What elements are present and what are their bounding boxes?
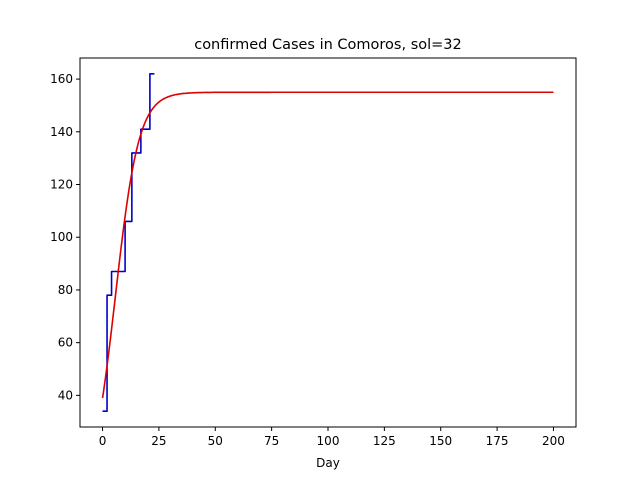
y-tick-label: 40 [58,388,73,402]
y-tick-label: 140 [50,125,73,139]
x-axis: 0 25 50 75 100 125 150 175 200 [99,427,565,448]
x-tick-label: 200 [542,434,565,448]
x-tick-label: 175 [486,434,509,448]
x-tick-label: 100 [317,434,340,448]
y-tick-label: 60 [58,336,73,350]
x-tick-label: 50 [208,434,223,448]
y-tick-label: 160 [50,72,73,86]
chart-title: confirmed Cases in Comoros, sol=32 [194,37,462,53]
x-tick-label: 25 [151,434,166,448]
x-tick-label: 0 [99,434,107,448]
plot-area [101,73,554,412]
y-tick-label: 80 [58,283,73,297]
series-line-observed [102,73,155,412]
series-line-fit [101,91,554,399]
y-tick-label: 120 [50,178,73,192]
y-axis: 40 60 80 100 120 140 160 [50,72,80,402]
x-tick-label: 75 [264,434,279,448]
x-tick-label: 125 [373,434,396,448]
x-axis-label: Day [316,456,340,470]
plot-frame [79,57,577,428]
y-tick-label: 100 [50,230,73,244]
x-tick-label: 150 [429,434,452,448]
